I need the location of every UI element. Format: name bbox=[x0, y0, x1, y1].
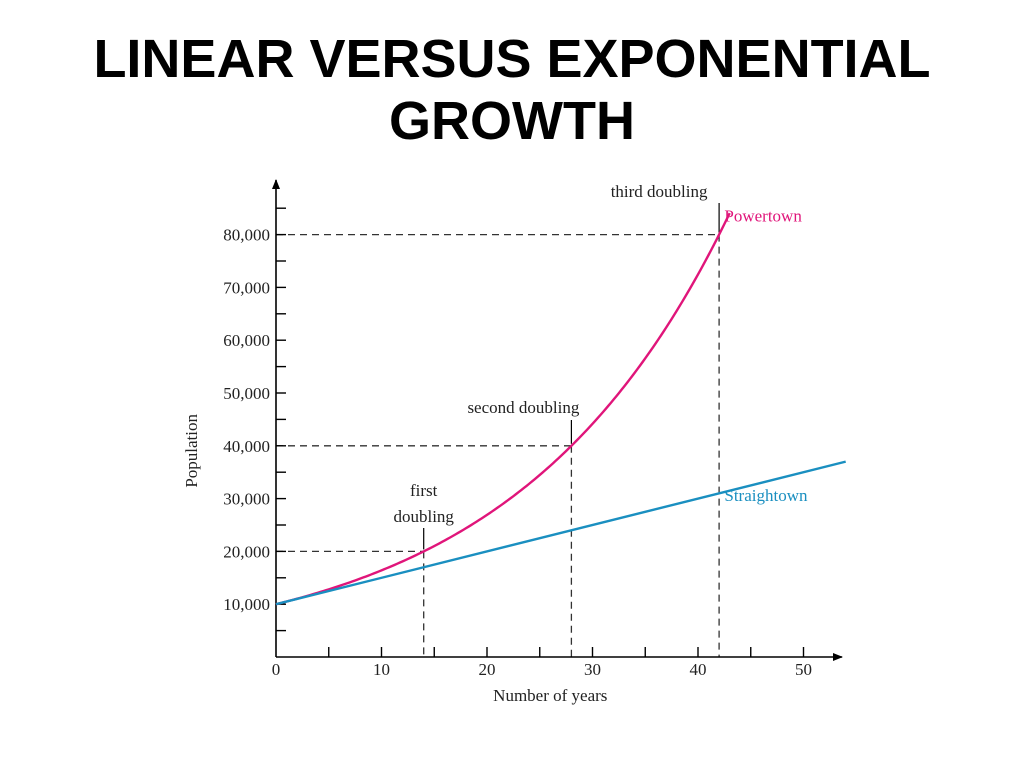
guide-lines-layer bbox=[276, 203, 720, 657]
series-label-straightown: Straightown bbox=[724, 486, 808, 505]
x-axis-label: Number of years bbox=[493, 686, 607, 705]
y-tick-label: 50,000 bbox=[223, 384, 270, 403]
y-tick-label: 80,000 bbox=[223, 226, 270, 245]
annotation-third-doubling: third doubling bbox=[611, 182, 708, 201]
series-line-powertown bbox=[275, 212, 731, 606]
slide-title-line-2: GROWTH bbox=[389, 91, 635, 151]
y-tick-label: 30,000 bbox=[223, 490, 270, 509]
series-label-powertown: Powertown bbox=[724, 206, 802, 225]
y-tick-label: 10,000 bbox=[223, 595, 270, 614]
x-tick-label: 30 bbox=[584, 660, 601, 679]
y-tick-label: 70,000 bbox=[223, 278, 270, 297]
x-tick-label: 50 bbox=[795, 660, 812, 679]
annotation-second-doubling: second doubling bbox=[467, 398, 579, 417]
slide-title-line-1: LINEAR VERSUS EXPONENTIAL bbox=[93, 29, 931, 89]
x-tick-label: 20 bbox=[479, 660, 496, 679]
x-tick-label: 0 bbox=[272, 660, 281, 679]
y-tick-label: 40,000 bbox=[223, 437, 270, 456]
x-tick-label: 40 bbox=[690, 660, 707, 679]
y-axis-label: Population bbox=[182, 413, 201, 487]
series-line-straightown bbox=[275, 460, 846, 606]
axes-layer bbox=[272, 179, 843, 661]
text-layer: 0 10 20 30 40 50 10,000 20,000 30,000 40,000 50,00… bbox=[182, 182, 812, 705]
annotation-first-doubling-line2: doubling bbox=[393, 507, 454, 526]
series-layer bbox=[275, 212, 846, 606]
x-tick-label: 10 bbox=[373, 660, 390, 679]
annotation-first-doubling-line1: first bbox=[410, 481, 438, 500]
y-tick-label: 20,000 bbox=[223, 542, 270, 561]
y-tick-label: 60,000 bbox=[223, 331, 270, 350]
slide-title: LINEAR VERSUS EXPONENTIAL GROWTH bbox=[0, 28, 1024, 152]
